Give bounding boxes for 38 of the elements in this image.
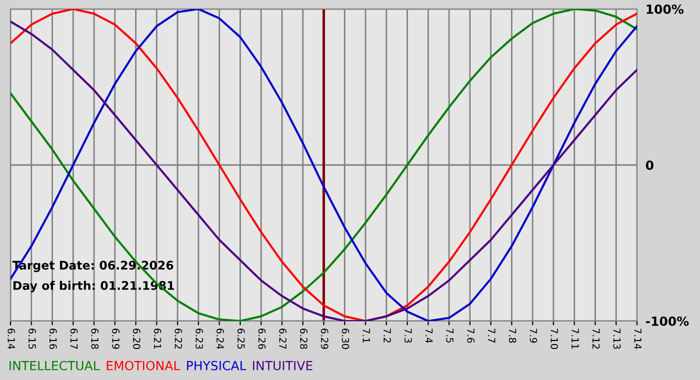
x-tick-label: 7.7 — [488, 328, 496, 343]
text: INTUITIVE — [253, 361, 312, 370]
text: INTELLECTUAL — [10, 360, 100, 370]
x-tick-label: 7.9 — [530, 328, 538, 343]
x-tick-label: 6.20 — [132, 328, 140, 349]
x-tick-label: 7.5 — [446, 328, 454, 343]
x-tick-label: 6.28 — [300, 328, 308, 349]
x-tick-label: 6.23 — [196, 328, 203, 349]
x-tick-label: 7.10 — [550, 328, 558, 349]
x-tick-label: 6.19 — [112, 328, 120, 349]
x-tick-label: 7.11 — [572, 328, 579, 349]
x-tick-label: 6.24 — [216, 328, 224, 350]
x-tick-label: 7.12 — [592, 328, 600, 349]
x-tick-label: 6.16 — [49, 328, 57, 349]
x-tick-label: 7.8 — [508, 328, 516, 343]
x-tick-label: 7.3 — [404, 328, 412, 343]
x-tick-label: 7.13 — [613, 328, 621, 349]
x-tick-label: 6.21 — [154, 328, 162, 349]
x-tick-label: 6.27 — [279, 328, 287, 349]
y-tick-label: -100% — [646, 316, 689, 326]
text: PHYSICAL — [187, 360, 246, 370]
x-tick-label: 6.18 — [91, 328, 99, 349]
x-tick-label: 7.14 — [634, 328, 642, 350]
x-tick-label: 6.25 — [237, 328, 245, 349]
x-tick-label: 7.4 — [425, 328, 433, 343]
x-tick-label: 6.30 — [342, 328, 350, 349]
x-tick-label: 7.6 — [467, 328, 474, 343]
x-tick-label: 6.26 — [258, 328, 266, 349]
x-tick-label: 7.2 — [384, 328, 391, 342]
x-tick-label: 6.15 — [28, 328, 36, 349]
x-tick-label: 6.22 — [174, 328, 182, 349]
x-tick-label: 6.17 — [70, 328, 78, 349]
x-tick-label: 6.29 — [320, 328, 328, 349]
text: EMOTIONAL — [106, 360, 180, 370]
x-tick-label: 7.1 — [362, 328, 370, 343]
y-tick-label: 100% — [646, 4, 684, 14]
x-tick-label: 6.14 — [8, 328, 16, 350]
y-tick-label: 0 — [646, 160, 654, 170]
